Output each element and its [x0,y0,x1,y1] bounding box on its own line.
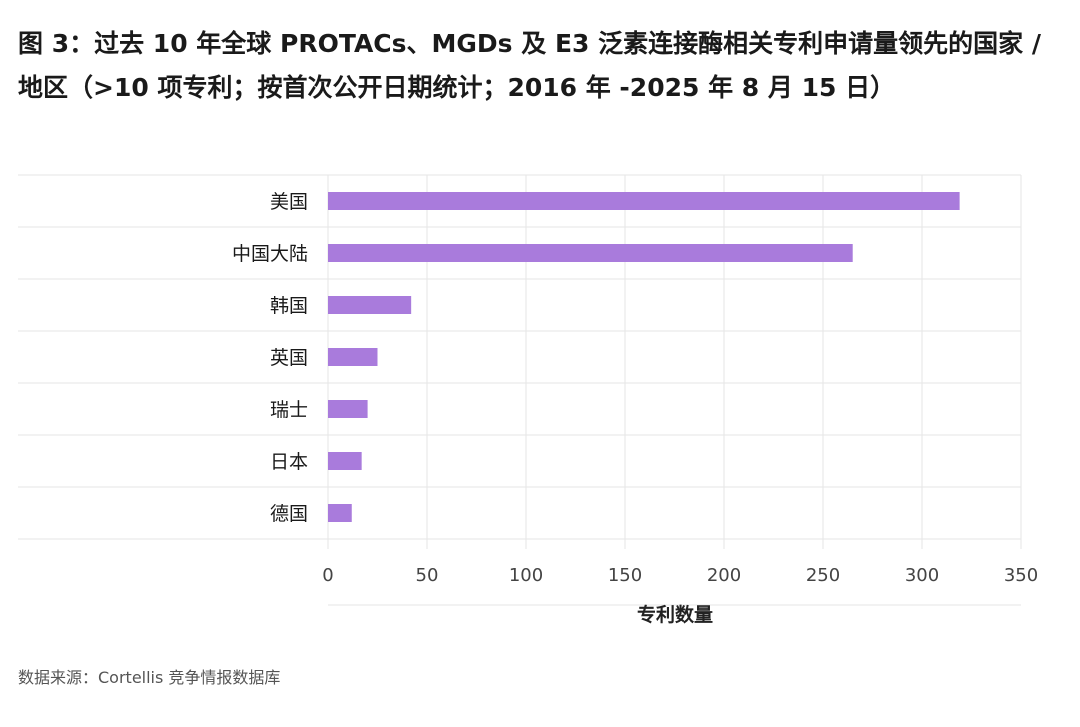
x-tick-label: 250 [806,565,840,586]
bar [328,244,853,262]
category-label: 中国大陆 [232,243,308,265]
category-label: 日本 [270,451,308,473]
category-label: 英国 [270,347,308,369]
x-tick-labels: 0 50 100 150 200 250 300 350 [322,565,1038,586]
category-label: 韩国 [270,295,308,317]
bar [328,348,378,366]
category-label: 美国 [270,191,308,213]
x-tick-label: 350 [1004,565,1038,586]
bars [328,192,960,522]
chart-title: 图 3：过去 10 年全球 PROTACs、MGDs 及 E3 泛素连接酶相关专… [18,29,1041,102]
bar [328,192,960,210]
data-source: 数据来源：Cortellis 竞争情报数据库 [18,668,281,687]
x-axis-label: 专利数量 [637,603,713,626]
x-tick-label: 0 [322,565,333,586]
x-tick-label: 100 [509,565,543,586]
category-label: 德国 [270,503,308,525]
bar [328,504,352,522]
x-tick-label: 300 [905,565,939,586]
grid-lines [18,174,1022,606]
x-tick-label: 200 [707,565,741,586]
x-tick-label: 150 [608,565,642,586]
bar [328,452,362,470]
x-tick-label: 50 [416,565,439,586]
bar [328,296,412,314]
bar [328,400,368,418]
category-label: 瑞士 [270,399,308,421]
